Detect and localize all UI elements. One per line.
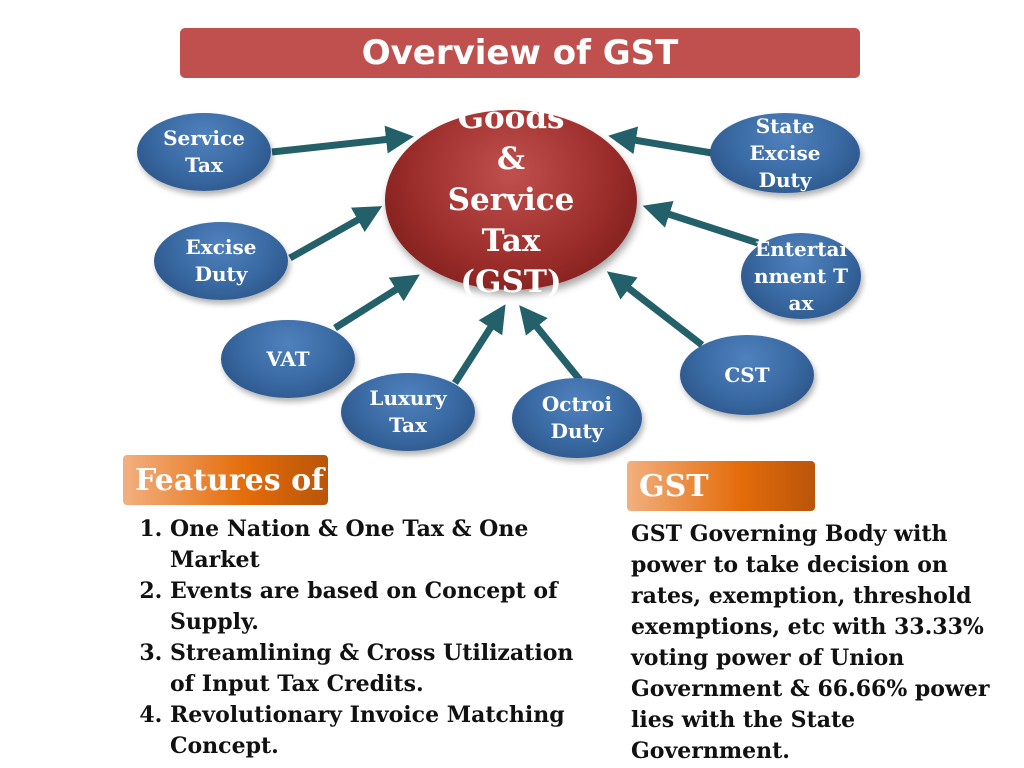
- tax-node: State Excise Duty: [710, 113, 860, 193]
- feature-item: Streamlining & Cross Utilization of Inpu…: [170, 638, 580, 700]
- features-list: One Nation & One Tax & One MarketEvents …: [130, 514, 580, 762]
- features-heading: Features of: [123, 455, 328, 505]
- arrow: [452, 304, 506, 385]
- arrow: [333, 274, 420, 331]
- tax-node: Octroi Duty: [512, 378, 642, 458]
- title: Overview of GST: [180, 28, 860, 78]
- feature-item: One Nation & One Tax & One Market: [170, 514, 580, 576]
- tax-node: CST: [680, 335, 814, 415]
- arrow: [271, 125, 414, 156]
- arrow: [519, 305, 583, 383]
- council-heading: GST: [627, 461, 815, 511]
- tax-node: Service Tax: [137, 113, 271, 191]
- tax-node: Entertainment Tax: [741, 233, 861, 319]
- feature-item: Revolutionary Invoice Matching Concept.: [170, 700, 580, 762]
- tax-node: VAT: [221, 320, 355, 398]
- center-node: Goods & Service Tax (GST): [385, 100, 637, 300]
- arrow: [642, 200, 760, 247]
- arrow: [288, 206, 383, 262]
- arrow: [608, 126, 713, 157]
- tax-node: Luxury Tax: [341, 373, 475, 451]
- council-text: GST Governing Body with power to take de…: [631, 521, 990, 764]
- arrow: [606, 271, 705, 348]
- tax-node: Excise Duty: [154, 222, 288, 300]
- feature-item: Events are based on Concept of Supply.: [170, 576, 580, 638]
